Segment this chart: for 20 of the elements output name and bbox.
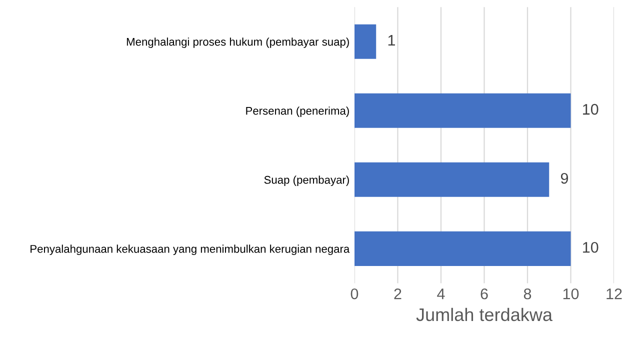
x-tick-label: 0 <box>350 288 358 300</box>
x-tick-label: 8 <box>524 288 532 300</box>
bar <box>354 24 376 59</box>
bar <box>354 162 550 197</box>
bar <box>354 93 571 128</box>
data-label: 10 <box>583 104 598 115</box>
x-tick-label: 10 <box>563 288 579 300</box>
y-tick-label: Suap (pembayar) <box>264 176 349 186</box>
x-axis-title: Jumlah terdakwa <box>416 308 552 322</box>
data-label: 1 <box>388 35 395 46</box>
x-tick-label: 12 <box>606 288 622 300</box>
data-label: 9 <box>560 172 568 184</box>
x-tick-label: 4 <box>437 288 445 300</box>
y-tick-label: Penyalahgunaan kekuasaan yang menimbulkan kerugian negara <box>30 244 350 256</box>
x-tick-label: 6 <box>480 288 488 300</box>
y-tick-label: Menghalangi proses hukum (pembayar suap) <box>126 38 349 48</box>
bar <box>354 231 571 266</box>
y-tick-label: Persenan (penerima) <box>246 106 349 117</box>
x-tick-label: 2 <box>394 288 402 300</box>
data-label: 10 <box>583 242 598 253</box>
